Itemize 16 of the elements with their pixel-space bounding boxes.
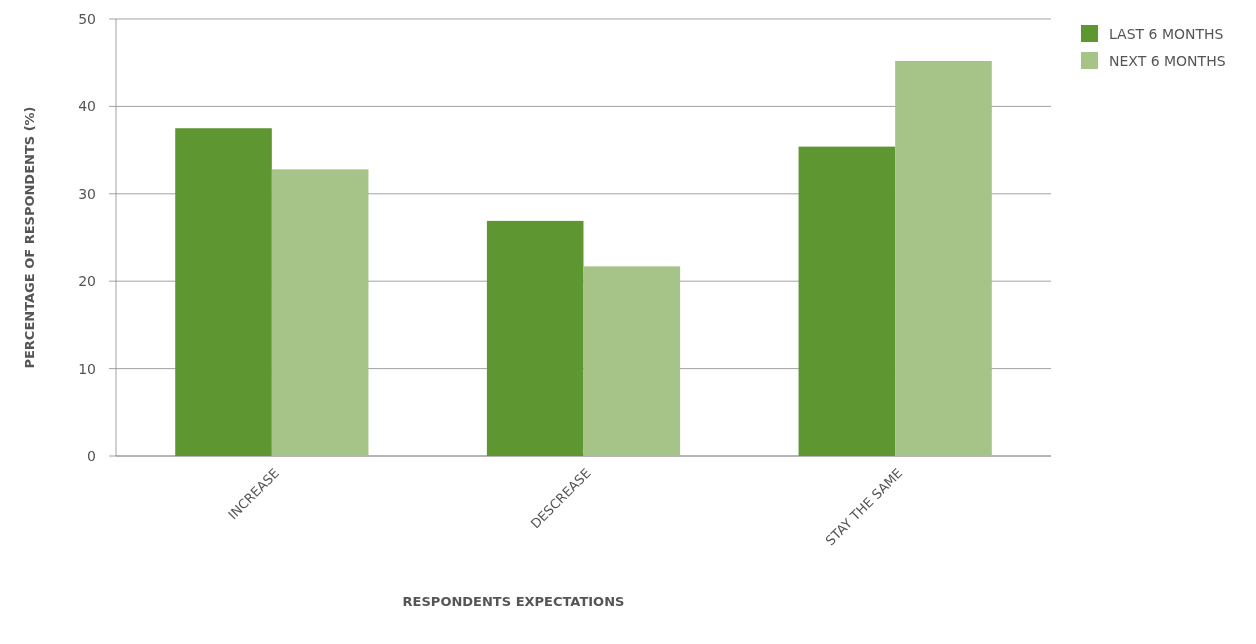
x-axis-title: RESPONDENTS EXPECTATIONS — [402, 594, 625, 609]
bar — [583, 266, 681, 456]
y-axis-title: PERCENTAGE OF RESPONDENTS (%) — [22, 106, 37, 369]
bar — [895, 60, 992, 456]
y-tick-label: 20 — [78, 273, 96, 290]
y-tick-label: 0 — [87, 447, 96, 464]
bar — [798, 146, 896, 456]
legend-label: NEXT 6 MONTHS — [1109, 52, 1226, 69]
bar — [175, 128, 272, 456]
bar — [271, 169, 369, 456]
y-tick-label: 30 — [78, 185, 96, 202]
y-tick-label: 40 — [78, 98, 96, 115]
y-tick-label: 50 — [78, 10, 96, 27]
bar — [486, 220, 584, 456]
legend-label: LAST 6 MONTHS — [1109, 25, 1224, 42]
y-tick-label: 10 — [78, 360, 96, 377]
